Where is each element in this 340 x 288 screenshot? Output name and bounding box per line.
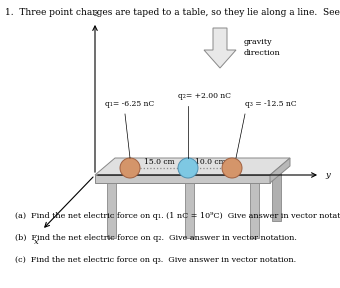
- Text: y: y: [325, 171, 330, 179]
- Circle shape: [120, 158, 140, 178]
- Text: q₁= -6.25 nC: q₁= -6.25 nC: [105, 100, 154, 108]
- Circle shape: [178, 158, 198, 178]
- Polygon shape: [95, 158, 290, 175]
- Text: gravity
direction: gravity direction: [244, 38, 281, 57]
- Text: (b)  Find the net electric force on q₂.  Give answer in vector notation.: (b) Find the net electric force on q₂. G…: [15, 234, 297, 242]
- Text: q₂= +2.00 nC: q₂= +2.00 nC: [178, 92, 231, 100]
- Text: x: x: [34, 238, 38, 246]
- Text: z: z: [93, 10, 97, 18]
- Bar: [272, 166, 281, 221]
- Bar: [107, 183, 116, 238]
- Text: 10.0 cm: 10.0 cm: [194, 158, 225, 166]
- Text: q₃ = -12.5 nC: q₃ = -12.5 nC: [245, 100, 296, 108]
- Circle shape: [222, 158, 242, 178]
- Text: (c)  Find the net electric force on q₃.  Give answer in vector notation.: (c) Find the net electric force on q₃. G…: [15, 256, 296, 264]
- Polygon shape: [95, 175, 270, 183]
- Text: 15.0 cm: 15.0 cm: [143, 158, 174, 166]
- Polygon shape: [270, 158, 290, 183]
- Bar: [185, 183, 194, 238]
- Text: 1.  Three point charges are taped to a table, so they lie along a line.  See fig: 1. Three point charges are taped to a ta…: [5, 8, 340, 17]
- Bar: [250, 183, 259, 238]
- Polygon shape: [204, 28, 236, 68]
- Text: (a)  Find the net electric force on q₁. (1 nC = 10⁹C)  Give answer in vector not: (a) Find the net electric force on q₁. (…: [15, 212, 340, 220]
